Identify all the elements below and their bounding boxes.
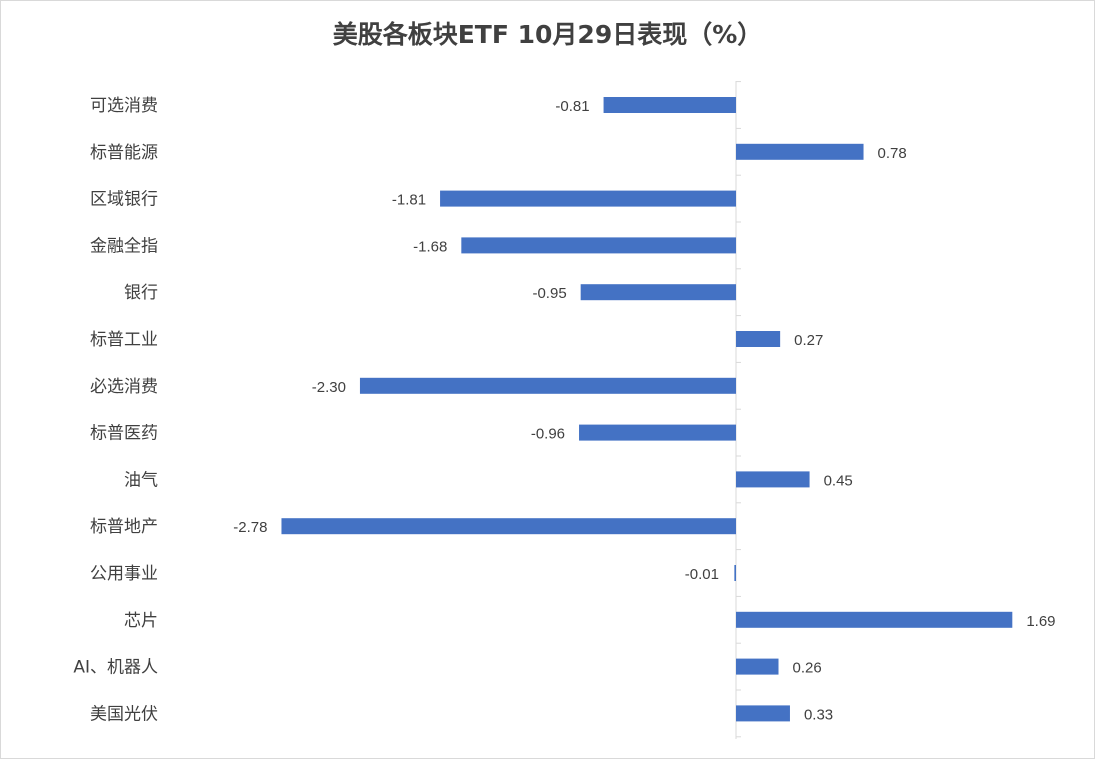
data-label: -1.81 [392, 192, 426, 209]
bar [736, 471, 810, 488]
chart-title: 美股各板块ETF 10月29日表现（%） [332, 20, 763, 49]
data-label: -0.81 [555, 98, 589, 115]
data-label: 0.45 [824, 472, 853, 489]
bar [736, 658, 779, 675]
category-label: 标普工业 [90, 330, 158, 350]
bar [359, 377, 736, 394]
data-label: 0.27 [794, 332, 823, 349]
bar [579, 424, 736, 441]
category-label: 区域银行 [90, 190, 158, 210]
category-label: 必选消费 [90, 377, 158, 397]
category-label: 油气 [124, 470, 158, 490]
bar [461, 237, 736, 254]
data-label: -0.95 [532, 285, 566, 302]
bar [736, 331, 781, 347]
bar [580, 284, 736, 301]
data-label: -0.01 [685, 566, 719, 583]
category-label: 美国光伏 [90, 704, 158, 724]
bar [281, 518, 736, 535]
data-label: 0.26 [793, 660, 822, 677]
category-label: AI、机器人 [73, 658, 158, 678]
category-label: 可选消费 [90, 96, 158, 116]
category-label: 标普能源 [90, 143, 158, 163]
category-label: 金融全指 [90, 236, 158, 256]
bar [440, 190, 736, 207]
data-label: 0.78 [878, 145, 907, 162]
bar [736, 705, 790, 722]
data-label: 0.33 [804, 706, 833, 723]
bar [736, 143, 864, 160]
category-label: 公用事业 [90, 564, 158, 584]
data-label: -0.96 [531, 426, 565, 443]
bar [603, 97, 736, 113]
bar [736, 611, 1013, 628]
data-label: 1.69 [1026, 613, 1055, 630]
data-label: -2.30 [312, 379, 346, 396]
data-label: -2.78 [233, 519, 267, 536]
category-label: 银行 [124, 283, 158, 303]
category-label: 标普地产 [90, 517, 158, 537]
category-label: 芯片 [124, 611, 158, 631]
category-label: 标普医药 [90, 424, 158, 444]
bar [734, 565, 736, 581]
data-label: -1.68 [413, 238, 447, 255]
